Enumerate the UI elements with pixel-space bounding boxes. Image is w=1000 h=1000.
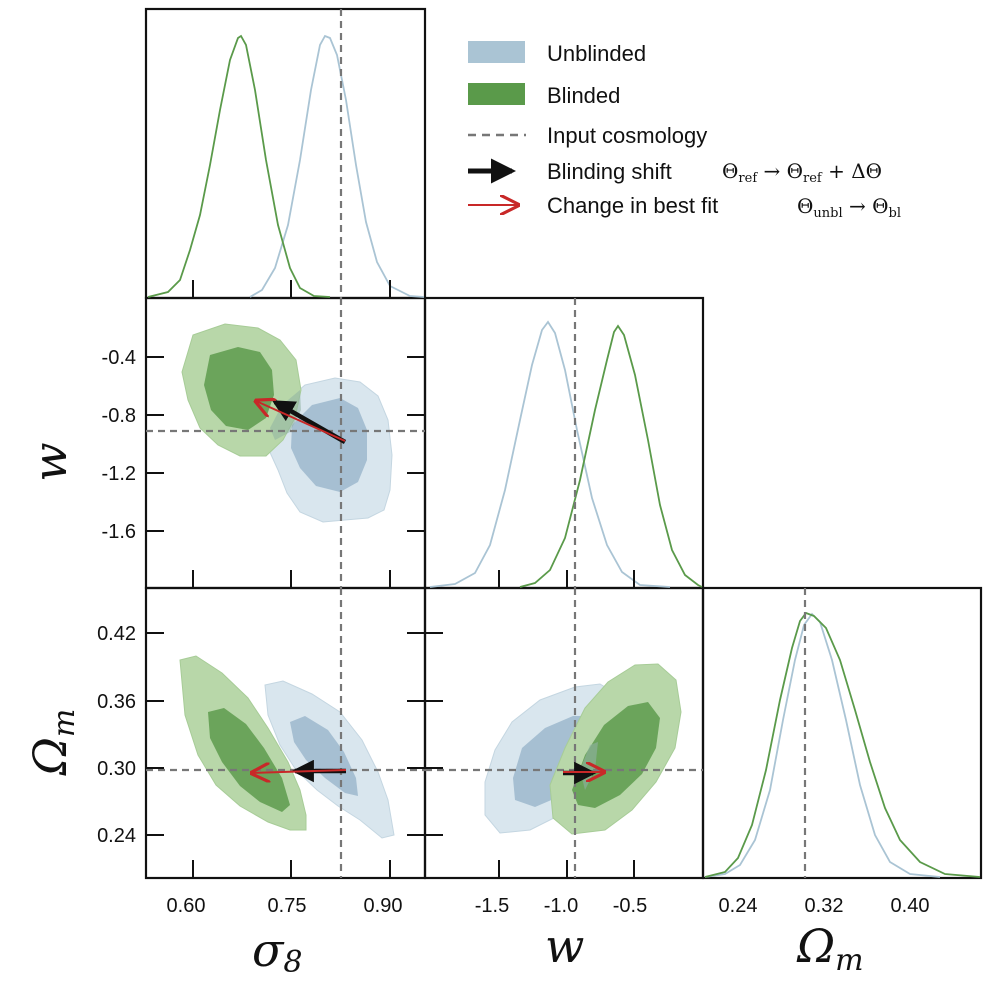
xlabel-w: w	[545, 919, 584, 973]
w-sigma8-contours	[181, 323, 393, 523]
sigma8-marginal-ticks	[192, 280, 391, 298]
legend-label-shift: Blinding shift	[547, 159, 672, 184]
tick-w-row-0: -0.4	[102, 347, 136, 369]
omega-sigma8-blinded-inner	[208, 708, 290, 812]
tick-omega-diag-0: 0.24	[719, 895, 758, 917]
w-sigma8-ticks	[146, 356, 425, 588]
w-unblinded-curve	[429, 320, 671, 588]
ylabel-omega: Ωm	[23, 709, 82, 777]
omega-sigma8-unblinded-inner	[290, 716, 358, 796]
tick-sigma8-2: 0.90	[364, 895, 403, 917]
tick-omega-row-1: 0.36	[97, 691, 136, 713]
tick-w-diag-2: -0.5	[613, 895, 647, 917]
omega-w-contours	[484, 663, 682, 835]
tick-omega-row-0: 0.42	[97, 623, 136, 645]
tick-omega-diag-2: 0.40	[891, 895, 930, 917]
panel-w-marginal	[423, 296, 705, 590]
omega-unblinded-curve	[704, 612, 941, 878]
omega-blinded-curve	[704, 611, 981, 878]
tick-omega-diag-1: 0.32	[805, 895, 844, 917]
w-marginal-ticks	[498, 570, 635, 588]
tick-sigma8-0: 0.60	[167, 895, 206, 917]
xlabel-omega: Ωm	[796, 919, 864, 978]
best-fit-arrow-omega-sigma8	[252, 770, 347, 773]
xlabel-sigma8: σ8	[252, 923, 303, 980]
tick-omega-row-3: 0.24	[97, 825, 136, 847]
sigma8-marginal-curves	[147, 34, 425, 298]
best-fit-arrow-w-sigma8	[256, 401, 346, 442]
legend-label-blinded: Blinded	[547, 83, 620, 108]
omega-sigma8-ticks	[146, 632, 425, 878]
legend-label-input: Input cosmology	[547, 123, 707, 148]
sigma8-unblinded-curve	[249, 34, 425, 298]
w-row-tick-labels: -0.4 -0.8 -1.2 -1.6	[102, 347, 136, 543]
tick-w-row-1: -0.8	[102, 405, 136, 427]
panel-omega-marginal	[701, 586, 983, 880]
tick-w-diag-1: -1.0	[544, 895, 578, 917]
legend-math-shift: Θref → Θref + ΔΘ	[722, 159, 882, 186]
w-diag-tick-labels: -1.5 -1.0 -0.5	[475, 895, 647, 917]
tick-w-row-3: -1.6	[102, 521, 136, 543]
omega-marginal-curves	[704, 611, 981, 878]
legend-label-unblinded: Unblinded	[547, 41, 646, 66]
legend-label-fit: Change in best fit	[547, 193, 718, 218]
sigma8-tick-labels: 0.60 0.75 0.90	[167, 895, 403, 917]
ylabel-w: w	[23, 442, 77, 481]
tick-w-row-2: -1.2	[102, 463, 136, 485]
legend-math-fit: Θunbl → Θbl	[797, 194, 901, 221]
w-blinded-curve	[519, 324, 703, 588]
tick-sigma8-1: 0.75	[268, 895, 307, 917]
legend: Unblinded Blinded Input cosmology Blindi…	[468, 41, 901, 221]
tick-omega-row-2: 0.30	[97, 758, 136, 780]
legend-swatch-unblinded	[468, 41, 525, 63]
tick-w-diag-0: -1.5	[475, 895, 509, 917]
omega-row-tick-labels: 0.42 0.36 0.30 0.24	[97, 623, 136, 847]
legend-swatch-blinded	[468, 83, 525, 105]
omega-diag-tick-labels: 0.24 0.32 0.40	[719, 895, 930, 917]
w-marginal-curves	[429, 320, 703, 588]
omega-w-ticks	[425, 632, 635, 878]
sigma8-blinded-curve	[147, 34, 331, 298]
omega-sigma8-contours	[179, 655, 395, 839]
